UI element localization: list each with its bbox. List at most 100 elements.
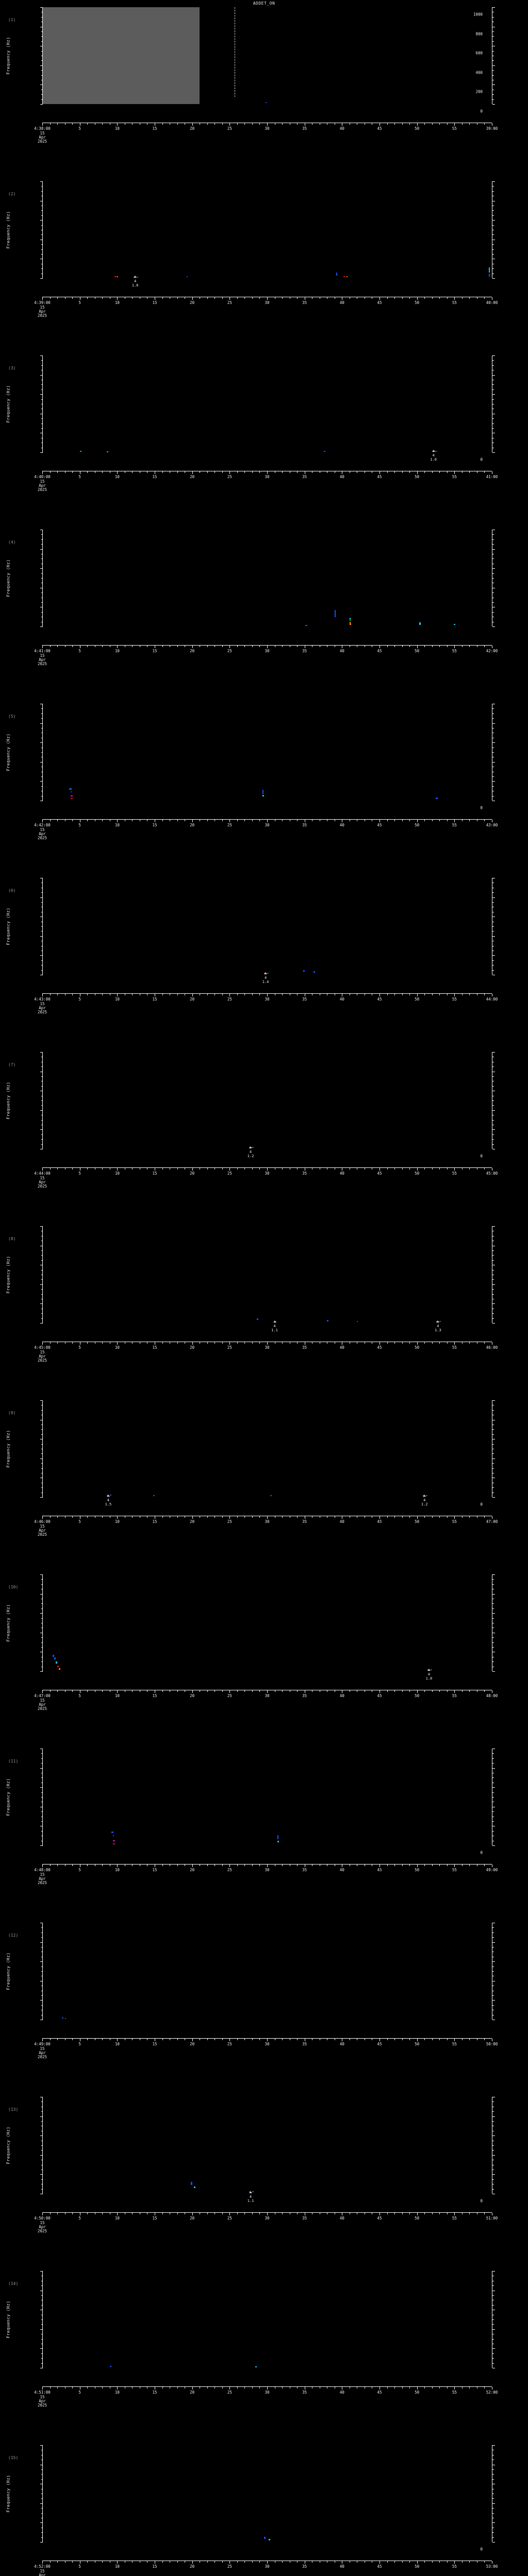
x-tick <box>244 994 245 995</box>
x-axis-end-label: 42:00 <box>486 649 498 653</box>
x-tick <box>387 2387 388 2388</box>
x-tick-label: 15 <box>152 1693 157 1698</box>
y-tick <box>40 549 43 550</box>
x-axis-start-label: 4:41:00 <box>34 649 51 653</box>
x-tick <box>87 471 88 473</box>
plot-area[interactable] <box>42 1400 492 1497</box>
x-tick <box>282 123 283 125</box>
x-tick <box>469 646 470 647</box>
x-tick-label: 10 <box>114 300 120 305</box>
detection-triangle-icon <box>249 2191 253 2193</box>
y-tick <box>492 1637 494 1638</box>
y-tick <box>41 970 43 971</box>
y-tick <box>492 1294 494 1295</box>
y-tick <box>41 2319 43 2320</box>
annotation-line: 4 <box>427 1672 431 1676</box>
date-line: 15 <box>40 653 45 658</box>
date-line: 2025 <box>37 2055 47 2059</box>
date-line: Apr <box>39 309 46 314</box>
y-tick <box>492 249 494 250</box>
x-axis-start-label: 4:42:00 <box>34 823 51 827</box>
x-axis-start-label: 4:47:00 <box>34 1693 51 1698</box>
panel-index-label: (6) <box>8 888 16 893</box>
x-tick <box>222 2213 223 2214</box>
y-tick <box>41 2513 43 2514</box>
plot-area[interactable] <box>42 2097 492 2194</box>
x-tick <box>439 994 440 995</box>
detection-marker <box>346 276 348 277</box>
y-tick <box>492 1594 495 1595</box>
x-tick-label: 10 <box>114 1171 120 1176</box>
plot-area[interactable] <box>42 704 492 801</box>
plot-area[interactable] <box>42 530 492 626</box>
x-tick-label: 50 <box>415 1519 420 1524</box>
y-tick <box>41 16 43 18</box>
x-tick <box>102 994 103 995</box>
plot-area[interactable] <box>42 181 492 278</box>
x-tick-label: 40 <box>339 997 344 1002</box>
x-tick <box>252 297 253 299</box>
y-tick <box>40 1768 43 1769</box>
y-tick <box>41 534 43 535</box>
plot-area[interactable] <box>42 878 492 975</box>
x-tick-label: 5 <box>78 823 81 827</box>
y-tick <box>492 2295 494 2296</box>
x-tick <box>259 297 260 299</box>
x-tick <box>259 2213 260 2214</box>
x-tick <box>42 1690 43 1693</box>
y-tick <box>40 84 43 86</box>
x-tick <box>447 1342 448 1344</box>
x-tick <box>454 1516 455 1519</box>
plot-area[interactable] <box>42 2271 492 2368</box>
y-tick <box>492 1608 494 1609</box>
plot-area[interactable] <box>42 1052 492 1149</box>
x-tick <box>439 2213 440 2214</box>
y-axis-left <box>40 1923 43 2020</box>
plot-area[interactable] <box>42 1574 492 1671</box>
x-tick <box>192 2213 193 2215</box>
x-tick <box>214 471 216 473</box>
date-line: 15 <box>40 305 45 310</box>
y-tick <box>492 423 494 424</box>
x-tick-label: 10 <box>114 126 120 131</box>
plot-area[interactable] <box>42 355 492 452</box>
y-tick <box>41 31 43 32</box>
plot-area[interactable] <box>42 1226 492 1323</box>
date-line: Apr <box>39 1876 46 1881</box>
x-tick <box>252 1168 253 1170</box>
plot-area[interactable] <box>42 2445 492 2542</box>
x-tick <box>162 820 163 821</box>
x-tick <box>192 1168 193 1171</box>
x-tick <box>222 2039 223 2040</box>
plot-area[interactable] <box>42 7 492 104</box>
x-tick <box>252 2561 253 2563</box>
y-tick <box>40 1052 43 1053</box>
x-tick <box>42 1168 43 1171</box>
x-tick-label: 40 <box>339 823 344 827</box>
plot-area[interactable] <box>42 1749 492 1845</box>
y-tick <box>492 389 494 390</box>
y-tick <box>41 539 43 540</box>
x-tick <box>454 1168 455 1171</box>
date-line: Apr <box>39 1702 46 1707</box>
y-tick <box>41 1086 43 1087</box>
x-tick <box>177 1342 178 1344</box>
x-tick <box>469 471 470 473</box>
x-tick-label: 40 <box>339 1868 344 1872</box>
x-tick <box>42 646 43 648</box>
annotation-line: 4 <box>437 1324 439 1328</box>
x-tick <box>57 994 58 995</box>
x-tick <box>222 123 223 125</box>
x-tick-label: 35 <box>302 300 307 305</box>
x-tick <box>461 297 463 299</box>
x-tick <box>394 994 395 995</box>
x-tick <box>50 2039 51 2040</box>
figure-title: ADDET_ON <box>253 1 275 6</box>
y-tick <box>41 960 43 961</box>
x-tick <box>447 297 448 299</box>
plot-area[interactable] <box>42 1923 492 2020</box>
x-tick <box>282 646 283 647</box>
x-tick <box>132 471 133 473</box>
x-tick <box>132 123 133 125</box>
y-tick <box>41 2121 43 2122</box>
